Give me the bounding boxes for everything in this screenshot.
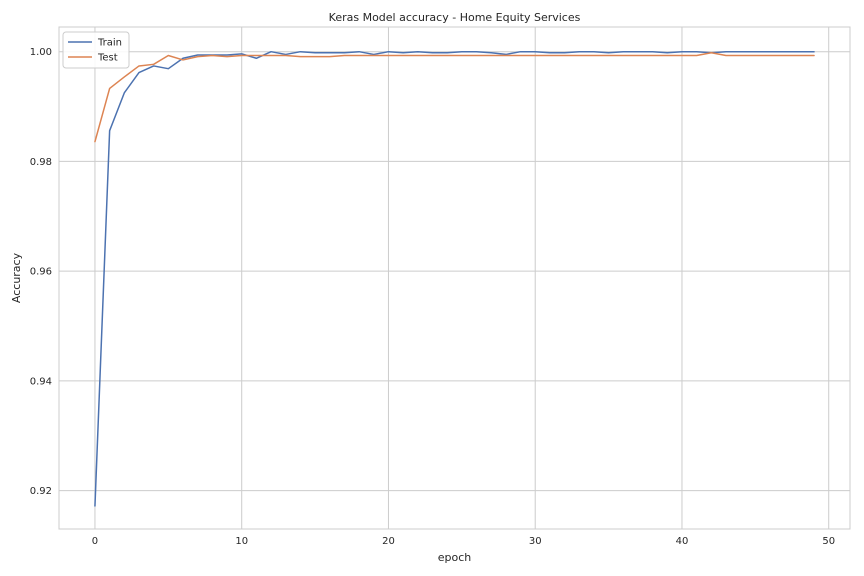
legend: Train Test xyxy=(62,31,130,69)
legend-box xyxy=(62,31,130,69)
x-tick-label: 0 xyxy=(92,536,98,547)
legend-label-test: Test xyxy=(97,53,118,64)
x-tick-label: 20 xyxy=(382,536,395,547)
series-line-test xyxy=(94,52,815,143)
y-tick-label: 0.96 xyxy=(30,267,52,278)
y-tick-label: 0.94 xyxy=(30,376,52,387)
x-tick-label: 50 xyxy=(822,536,835,547)
grid xyxy=(59,27,850,529)
x-axis-label: epoch xyxy=(438,551,472,564)
tick-labels: 0 10 20 30 40 50 0.92 0.94 0.96 0.98 1.00 xyxy=(30,47,835,547)
y-tick-label: 0.98 xyxy=(30,157,52,168)
y-tick-label: 0.92 xyxy=(30,486,52,497)
x-tick-label: 30 xyxy=(529,536,542,547)
y-tick-label: 1.00 xyxy=(30,47,52,58)
series-line-train xyxy=(94,50,815,507)
legend-label-train: Train xyxy=(97,38,122,49)
chart-title: Keras Model accuracy - Home Equity Servi… xyxy=(329,11,581,24)
x-tick-label: 10 xyxy=(235,536,248,547)
x-tick-label: 40 xyxy=(676,536,689,547)
plot-frame xyxy=(58,26,851,530)
y-axis-label: Accuracy xyxy=(10,252,23,303)
series-layer xyxy=(94,50,815,507)
